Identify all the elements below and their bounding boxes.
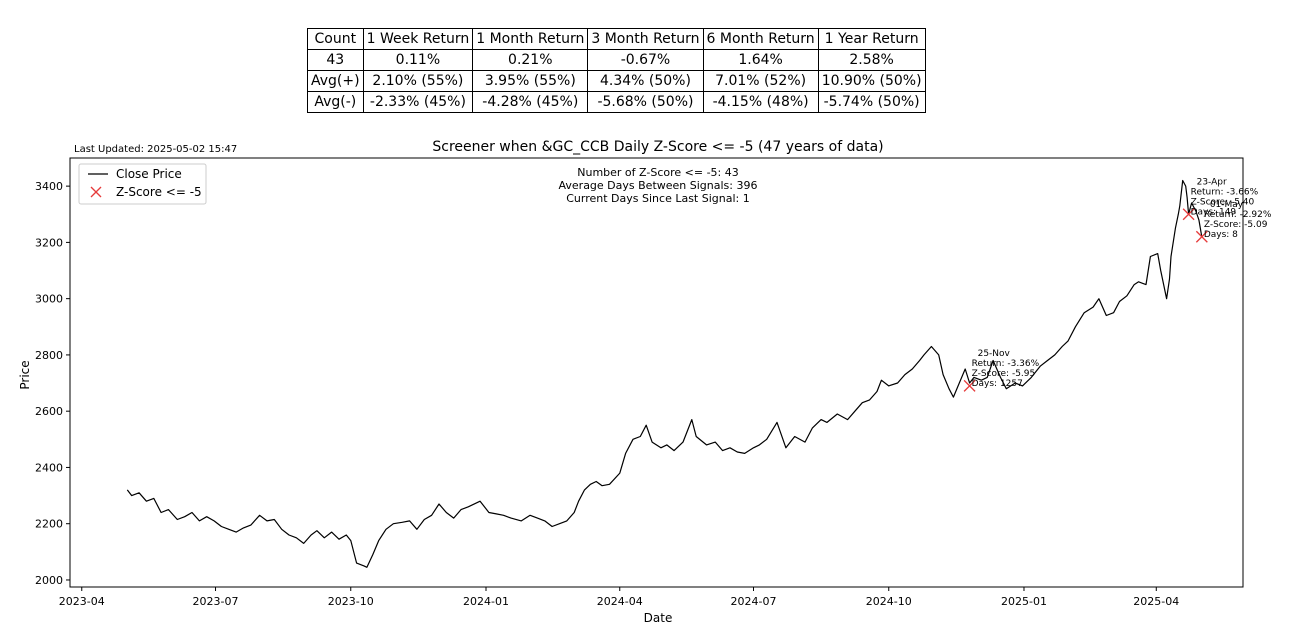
y-tick-label: 2400 [35, 461, 63, 474]
x-tick-label: 2024-07 [731, 595, 777, 608]
annotation-text: Z-Score: -5.95 [972, 369, 1036, 379]
annotation-text: Return: -3.66% [1191, 187, 1259, 197]
table-row: Avg(-) -2.33% (45%) -4.28% (45%) -5.68% (50… [307, 91, 926, 113]
signal-marker-stroke [963, 379, 976, 392]
y-tick-label: 3000 [35, 293, 63, 306]
close-price-line [126, 179, 1203, 568]
table-cell: Avg(+) [307, 70, 364, 92]
table-row: 43 0.11% 0.21% -0.67% 1.64% 2.58% [307, 49, 926, 71]
x-tick-label: 2024-01 [463, 595, 509, 608]
annotation-text: Days: 8 [1204, 230, 1238, 240]
signal-info-text: Current Days Since Last Signal: 1 [566, 192, 749, 205]
annotation-text: 25-Nov [978, 349, 1011, 359]
x-tick-label: 2023-10 [328, 595, 374, 608]
annotation-text: 23-Apr [1197, 177, 1227, 187]
table-header-cell: Count [307, 28, 364, 50]
table-header-cell: 6 Month Return [702, 28, 819, 50]
table-cell: -4.28% (45%) [472, 91, 589, 113]
annotation-text: 01-May [1210, 200, 1244, 210]
table-cell: -2.33% (45%) [362, 91, 474, 113]
annotation-text: Z-Score: -5.40 [1191, 197, 1255, 207]
signal-info-text: Average Days Between Signals: 396 [559, 179, 758, 192]
table-row: Avg(+) 2.10% (55%) 3.95% (55%) 4.34% (50%) 7… [307, 70, 926, 92]
legend-entry-close-price: Close Price [116, 167, 182, 181]
annotation-text: Return: -3.36% [972, 359, 1040, 369]
y-tick-label: 3400 [35, 180, 63, 193]
y-tick-label: 2000 [35, 574, 63, 587]
x-axis-label: Date [644, 611, 673, 625]
y-axis-label: Price [18, 360, 32, 389]
annotation-text: Days: 1257 [972, 379, 1023, 389]
signal-marker [1195, 230, 1208, 243]
table-cell: -4.15% (48%) [702, 91, 819, 113]
y-tick-label: 2800 [35, 349, 63, 362]
table-cell: 10.90% (50%) [817, 70, 926, 92]
table-cell: 7.01% (52%) [702, 70, 819, 92]
annotation-text: Return: -2.92% [1204, 210, 1272, 220]
signal-marker-stroke [1182, 208, 1195, 221]
table-cell: -5.68% (50%) [587, 91, 704, 113]
table-cell: 4.34% (50%) [587, 70, 704, 92]
y-tick-label: 3200 [35, 236, 63, 249]
signal-marker [963, 379, 976, 392]
x-tick-label: 2025-04 [1133, 595, 1179, 608]
annotation-text: Z-Score: -5.09 [1204, 220, 1268, 230]
x-tick-label: 2024-04 [597, 595, 643, 608]
signal-marker [1182, 208, 1195, 221]
last-updated-label: Last Updated: 2025-05-02 15:47 [74, 144, 237, 155]
signal-marker-stroke [1195, 230, 1208, 243]
y-tick-label: 2600 [35, 405, 63, 418]
y-tick-label: 2200 [35, 518, 63, 531]
legend: Close Price Z-Score <= -5 [78, 163, 207, 205]
signal-info-text: Number of Z-Score <= -5: 43 [577, 166, 739, 179]
table-cell: 3.95% (55%) [472, 70, 589, 92]
table-cell: Avg(-) [307, 91, 364, 113]
plot-area [69, 157, 1244, 588]
table-cell: -0.67% [587, 49, 704, 71]
x-tick-label: 2025-01 [1001, 595, 1047, 608]
annotation-text: Days: 149 [1191, 207, 1237, 217]
table-header-row: Count 1 Week Return 1 Month Return 3 Month … [307, 28, 926, 50]
table-header-cell: 1 Year Return [817, 28, 926, 50]
x-tick-label: 2024-10 [866, 595, 912, 608]
table-cell: -5.74% (50%) [817, 91, 926, 113]
chart-title: Screener when &GC_CCB Daily Z-Score <= -… [432, 139, 883, 155]
summary-stats-table: Count 1 Week Return 1 Month Return 3 Month … [307, 28, 926, 113]
legend-box [78, 163, 207, 205]
x-tick-label: 2023-04 [59, 595, 105, 608]
legend-x-marker-icon [90, 186, 102, 198]
x-tick-label: 2023-07 [193, 595, 239, 608]
legend-entry-zscore: Z-Score <= -5 [116, 185, 202, 199]
table-cell: 2.10% (55%) [362, 70, 474, 92]
